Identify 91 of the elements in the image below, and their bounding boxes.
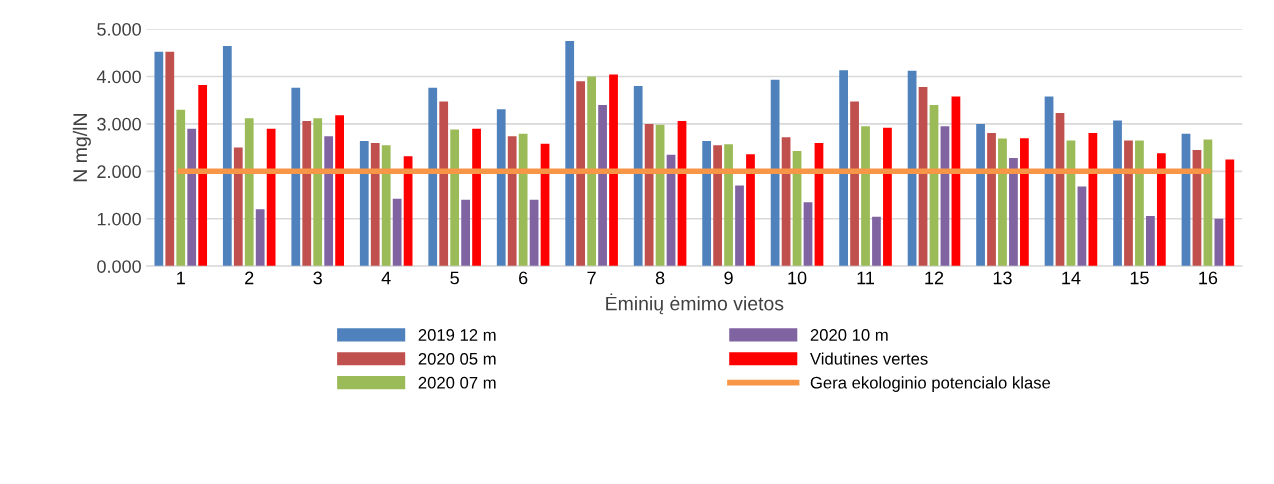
- x-tick-label: 6: [519, 271, 528, 285]
- bar: [746, 154, 755, 267]
- bar: [370, 142, 380, 267]
- bar: [609, 74, 618, 267]
- bar: [359, 140, 369, 267]
- bar: [883, 127, 892, 267]
- x-tick-label: 13: [993, 271, 1012, 285]
- bar: [176, 109, 186, 267]
- legend-label: 2020 10 m: [810, 329, 888, 341]
- bar: [1088, 132, 1098, 267]
- bar: [244, 118, 254, 267]
- legend-label: 2020 07 m: [418, 376, 496, 389]
- bar: [1146, 215, 1155, 267]
- legend-label: 2019 12 m: [418, 329, 496, 341]
- x-tick-label: 15: [1130, 271, 1149, 285]
- bar: [450, 129, 460, 267]
- bar: [872, 216, 881, 267]
- bar: [266, 128, 276, 267]
- bar: [1135, 140, 1144, 267]
- bar: [735, 185, 744, 267]
- y-tick-label: 0.000: [97, 260, 141, 273]
- x-axis-title: Ėminių ėmimo vietos: [606, 293, 784, 315]
- x-tick-label: 10: [788, 271, 807, 285]
- bar: [324, 136, 334, 267]
- y-tick-label: 5.000: [97, 22, 141, 36]
- bar: [1156, 153, 1166, 267]
- bar: [255, 209, 265, 267]
- bar: [233, 147, 243, 267]
- bar: [850, 101, 859, 267]
- legend-label: Vidutines vertes: [810, 352, 928, 365]
- x-tick-label: 9: [724, 271, 733, 285]
- bar: [770, 79, 780, 267]
- x-tick-label: 7: [587, 271, 596, 285]
- bar: [302, 121, 312, 267]
- bar: [461, 199, 470, 267]
- bar: [565, 40, 575, 267]
- x-tick-label: 4: [381, 271, 391, 285]
- bar: [861, 126, 870, 267]
- bar: [165, 51, 175, 267]
- bar: [496, 109, 506, 267]
- bar: [198, 85, 208, 267]
- bar: [529, 199, 539, 267]
- bar: [839, 70, 848, 267]
- x-tick-label: 1: [177, 271, 185, 285]
- bar: [1124, 140, 1133, 267]
- y-tick-label: 4.000: [96, 70, 141, 84]
- bar: [1009, 158, 1018, 267]
- bar: [154, 51, 164, 267]
- x-tick-label: 16: [1199, 271, 1218, 285]
- bar: [1077, 186, 1087, 267]
- bar: [291, 87, 301, 267]
- bar: [313, 118, 323, 267]
- bar: [472, 128, 481, 267]
- bar: [1225, 159, 1235, 267]
- bar: [507, 136, 517, 267]
- y-tick-label: 1.000: [97, 212, 141, 226]
- bar: [1214, 218, 1224, 267]
- x-tick-label: 3: [313, 271, 322, 285]
- bar: [644, 123, 654, 267]
- y-tick-label: 2.000: [97, 165, 141, 179]
- bar: [724, 144, 733, 267]
- bar: [518, 133, 528, 267]
- bar: [381, 145, 391, 267]
- bar: [1020, 138, 1029, 267]
- bar: [222, 46, 232, 267]
- x-tick-label: 2: [245, 271, 254, 285]
- bar: [428, 87, 438, 267]
- bar: [335, 115, 344, 267]
- bar: [187, 128, 197, 267]
- bar: [598, 104, 607, 267]
- x-tick-label: 5: [450, 271, 459, 285]
- bar: [713, 145, 722, 267]
- bar: [587, 76, 596, 267]
- x-tick-label: 12: [925, 271, 944, 285]
- bar: [987, 132, 996, 267]
- bar: [392, 198, 402, 267]
- legend-label: 2020 05 m: [418, 352, 496, 365]
- bar: [702, 140, 712, 267]
- bar: [633, 85, 643, 267]
- bar: [998, 138, 1007, 267]
- bar: [439, 101, 449, 267]
- bar: [976, 123, 985, 267]
- bar: [576, 81, 586, 267]
- x-tick-label: 14: [1062, 271, 1081, 285]
- legend-label: Gera ekologinio potencialo klase: [810, 376, 1051, 392]
- x-tick-label: 8: [655, 271, 665, 285]
- y-tick-label: 3.000: [97, 117, 141, 131]
- bar: [1113, 120, 1122, 267]
- y-axis-title: N mg/lN: [72, 114, 91, 182]
- x-tick-label: 11: [857, 271, 875, 285]
- bar: [803, 202, 813, 267]
